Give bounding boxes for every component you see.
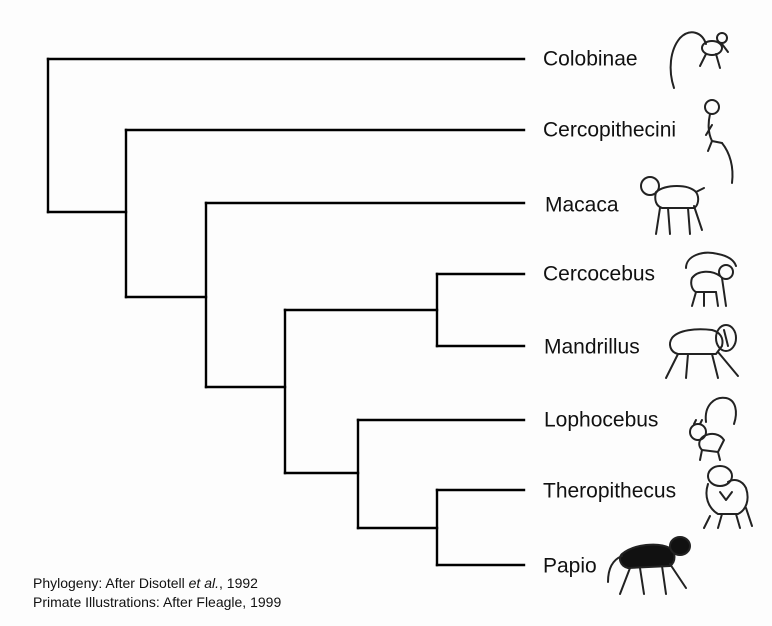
figure-credits: Phylogeny: After Disotell et al., 1992 P… (33, 574, 281, 612)
colobine-monkey-icon (669, 31, 729, 89)
mangabey-icon (685, 251, 737, 307)
gelada-icon (703, 465, 753, 529)
taxon-label-papio: Papio (543, 554, 597, 578)
taxon-label-macaca: Macaca (545, 193, 619, 217)
baboon-icon (607, 536, 691, 595)
taxon-label-cercopithecini: Cercopithecini (543, 118, 677, 142)
crested-mangabey-icon (689, 396, 737, 461)
taxon-label-mandrillus: Mandrillus (544, 335, 640, 359)
mandrill-icon (665, 324, 739, 379)
guenon-icon (704, 99, 734, 184)
macaque-icon (640, 176, 705, 235)
taxon-label-lophocebus: Lophocebus (544, 408, 659, 432)
taxon-label-theropithecus: Theropithecus (543, 479, 677, 503)
taxon-label-colobinae: Colobinae (543, 47, 638, 71)
phylogeny-credit: Phylogeny: After Disotell et al., 1992 (33, 575, 258, 591)
illustration-credit: Primate Illustrations: After Fleagle, 19… (33, 594, 282, 610)
taxon-label-cercocebus: Cercocebus (543, 262, 656, 286)
